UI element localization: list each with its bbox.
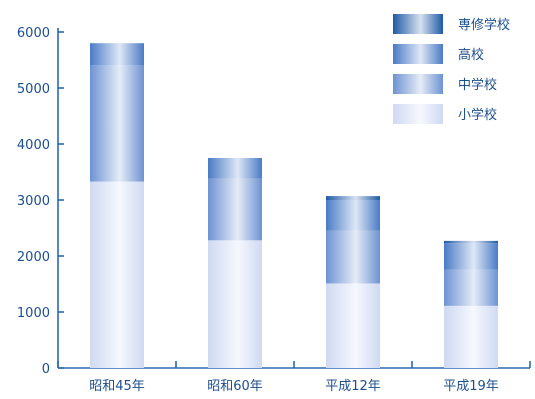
y-tick-label: 2000 [17, 250, 50, 265]
y-tick-label: 4000 [17, 138, 50, 153]
bar-segment [208, 240, 262, 368]
legend-label: 小学校 [458, 107, 497, 123]
bar-segment [90, 65, 144, 182]
y-tick-label: 3000 [17, 194, 50, 209]
x-category-label: 昭和45年 [89, 379, 145, 394]
bar-segment [326, 200, 380, 231]
legend-swatch [393, 104, 443, 124]
bar-segment [444, 269, 498, 306]
bar-segment [444, 305, 498, 368]
legend-label: 高校 [458, 47, 484, 63]
bar-segment [444, 240, 498, 244]
bar-segment [326, 283, 380, 368]
bar-segment [444, 243, 498, 270]
y-tick-label: 6000 [17, 26, 50, 41]
bar-segment [326, 230, 380, 284]
x-category-label: 昭和60年 [207, 379, 263, 394]
legend-swatch [393, 14, 443, 34]
y-axis: 0 1000 2000 3000 4000 5000 6000 [17, 26, 64, 377]
legend-label: 専修学校 [458, 17, 510, 33]
bar-segment [208, 178, 262, 241]
y-tick-label: 0 [42, 362, 50, 377]
bar-segment [208, 158, 262, 179]
bar-segment [326, 196, 380, 200]
bar-segment [90, 43, 144, 66]
legend-label: 中学校 [458, 77, 497, 93]
y-tick-label: 5000 [17, 82, 50, 97]
y-tick-label: 1000 [17, 306, 50, 321]
bar-segment [90, 181, 144, 368]
x-category-label: 平成12年 [325, 379, 381, 394]
x-category-label: 平成19年 [443, 379, 499, 394]
legend-swatch [393, 44, 443, 64]
legend-swatch [393, 74, 443, 94]
bars [90, 43, 498, 368]
